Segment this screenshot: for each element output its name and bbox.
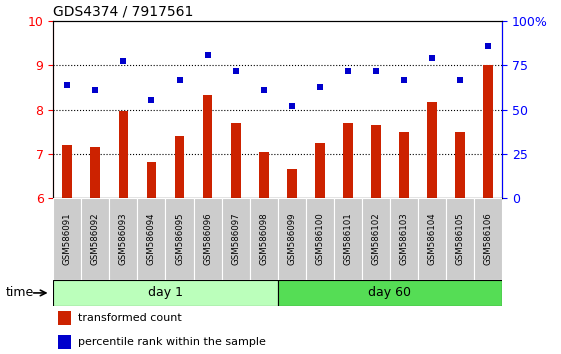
Point [287,103,296,109]
Bar [418,198,446,280]
Text: GSM586098: GSM586098 [259,213,268,265]
Point [203,52,212,58]
Bar [287,170,297,198]
Bar [137,198,165,280]
Text: GSM586092: GSM586092 [91,213,100,265]
Bar [146,161,157,198]
Point [456,77,465,82]
Bar [474,198,502,280]
Bar [278,198,306,280]
Point [147,97,156,103]
Bar [455,132,465,198]
Point [399,77,408,82]
Bar [174,136,185,198]
Point [343,68,352,74]
Bar [278,280,502,306]
Bar [306,198,334,280]
Point [119,58,128,64]
Text: GSM586094: GSM586094 [147,213,156,265]
Bar [203,95,213,198]
Point [315,84,324,90]
Bar [58,335,71,349]
Bar [58,311,71,325]
Text: GSM586104: GSM586104 [427,212,436,266]
Text: GSM586106: GSM586106 [484,212,493,266]
Bar [90,147,100,198]
Bar [334,198,362,280]
Point [371,68,380,74]
Bar [446,198,474,280]
Text: day 60: day 60 [369,286,411,299]
Point [484,43,493,49]
Bar [62,145,72,198]
Bar [399,132,409,198]
Bar [194,198,222,280]
Bar [231,123,241,198]
Text: transformed count: transformed count [78,313,182,323]
Bar [109,198,137,280]
Bar [165,198,194,280]
Text: GSM586102: GSM586102 [371,212,380,266]
Bar [483,65,493,198]
Bar [343,123,353,198]
Bar [390,198,418,280]
Bar [81,198,109,280]
Point [259,87,268,93]
Text: time: time [6,286,34,299]
Text: GSM586093: GSM586093 [119,213,128,265]
Point [427,56,436,61]
Bar [118,110,128,198]
Point [175,77,184,82]
Text: GSM586097: GSM586097 [231,213,240,265]
Text: GSM586096: GSM586096 [203,213,212,265]
Bar [222,198,250,280]
Bar [362,198,390,280]
Bar [53,198,81,280]
Text: day 1: day 1 [148,286,183,299]
Text: GDS4374 / 7917561: GDS4374 / 7917561 [53,5,194,19]
Point [231,68,240,74]
Text: GSM586105: GSM586105 [456,212,465,266]
Text: GSM586100: GSM586100 [315,212,324,266]
Bar [315,143,325,198]
Bar [371,125,381,198]
Text: GSM586101: GSM586101 [343,212,352,266]
Text: percentile rank within the sample: percentile rank within the sample [78,337,266,347]
Text: GSM586103: GSM586103 [399,212,408,266]
Text: GSM586095: GSM586095 [175,213,184,265]
Bar [427,102,437,198]
Text: GSM586099: GSM586099 [287,213,296,265]
Point [63,82,72,88]
Bar [53,280,278,306]
Bar [250,198,278,280]
Text: GSM586091: GSM586091 [63,213,72,265]
Bar [259,152,269,198]
Point [91,87,100,93]
